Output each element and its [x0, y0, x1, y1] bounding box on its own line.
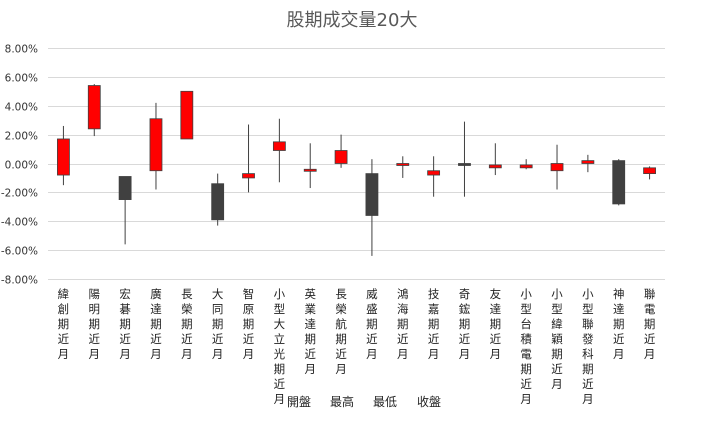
- candle-body-up: [57, 138, 70, 176]
- y-axis-ticks: -8.00% -6.00% -4.00% -2.00% 0.00% 2.00% 4.00% 6…: [1, 44, 38, 287]
- y-tick-label: -8.00%: [1, 275, 38, 287]
- x-tick-label: 長榮航期近月: [335, 287, 347, 376]
- candle: [519, 159, 533, 170]
- legend-entry: 收盤: [417, 395, 441, 409]
- candle-body-up: [550, 163, 564, 172]
- x-tick-label: 友達期近月: [490, 287, 502, 361]
- candle-body-down: [612, 160, 626, 205]
- y-tick-label: 0.00%: [5, 160, 38, 172]
- candle: [272, 118, 286, 183]
- x-tick-label: 大同期近月: [212, 287, 224, 361]
- candle: [334, 134, 348, 168]
- candle: [57, 125, 70, 186]
- candle: [488, 143, 502, 176]
- candle: [427, 156, 441, 197]
- x-tick-label: 小型大立光期近月: [274, 287, 286, 406]
- x-tick-label: 鴻海期近月: [397, 287, 409, 361]
- chart-title: 股期成交量20大: [287, 10, 418, 31]
- y-tick-label: 2.00%: [5, 131, 38, 143]
- candle: [612, 159, 626, 206]
- candle-body-down: [458, 163, 471, 166]
- x-axis-labels: 緯創期近月 陽明期近月 宏碁期近月 廣達期近月 長榮期近月 大同期近月 智原期近月 小型大立光…: [58, 287, 656, 406]
- candle: [458, 121, 471, 197]
- x-tick-label: 智原期近月: [243, 287, 255, 361]
- y-tick-label: -4.00%: [1, 217, 38, 229]
- x-tick-label: 奇鋐期近月: [459, 287, 471, 361]
- candle-body-up: [149, 118, 163, 172]
- x-tick-label: 小型聯發科期近月: [582, 287, 594, 406]
- candle-body-up: [581, 160, 595, 164]
- legend-entry: 最高: [330, 394, 354, 409]
- y-tick-label: -2.00%: [1, 188, 38, 200]
- candle: [87, 84, 101, 137]
- x-tick-label: 英業達期近月: [304, 287, 316, 376]
- candle: [365, 159, 379, 256]
- candle-body-up: [180, 90, 194, 140]
- legend: 開盤 最高 最低 收盤: [287, 394, 441, 409]
- candle: [396, 156, 410, 178]
- gridlines: [48, 48, 665, 280]
- legend-entry: 最低: [373, 395, 397, 409]
- candle: [581, 154, 595, 173]
- y-tick-label: -6.00%: [1, 246, 38, 258]
- candle-body-up: [396, 163, 410, 166]
- candle-body-up: [303, 168, 317, 172]
- y-tick-label: 4.00%: [5, 102, 38, 114]
- candle-body-up: [334, 150, 348, 164]
- candle: [211, 173, 225, 226]
- y-tick-label: 6.00%: [5, 73, 38, 85]
- candle: [303, 143, 317, 189]
- x-tick-label: 長榮期近月: [181, 287, 193, 361]
- candle: [643, 166, 656, 180]
- x-tick-label: 威盛期近月: [366, 287, 378, 361]
- candle-body-down: [365, 173, 379, 216]
- candle-body-up: [272, 141, 286, 151]
- candle-body-up: [643, 167, 656, 175]
- x-tick-label: 宏碁期近月: [119, 287, 131, 361]
- y-tick-label: 8.00%: [5, 44, 38, 56]
- x-tick-label: 緯創期近月: [58, 287, 70, 361]
- candle: [149, 102, 163, 190]
- x-tick-label: 技嘉期近月: [428, 287, 440, 361]
- x-tick-label: 小型台積電期近月: [520, 287, 532, 406]
- candle: [550, 144, 564, 190]
- candle: [180, 90, 194, 140]
- x-tick-label: 陽明期近月: [89, 287, 101, 361]
- legend-entry: 開盤: [287, 395, 311, 409]
- candle-body-down: [211, 183, 225, 221]
- candles: [57, 84, 656, 256]
- candle-body-down: [118, 176, 132, 200]
- candle-body-up: [519, 164, 533, 169]
- x-tick-label: 廣達期近月: [150, 287, 162, 361]
- candle-body-up: [87, 85, 101, 130]
- candle-body-up: [242, 173, 255, 179]
- candle-body-up: [488, 164, 502, 169]
- x-tick-label: 小型緯穎期近月: [551, 287, 563, 391]
- candle: [242, 124, 255, 193]
- x-tick-label: 神達期近月: [613, 287, 625, 361]
- candle-body-up: [427, 170, 441, 176]
- candle: [118, 176, 132, 245]
- x-tick-label: 聯電期近月: [644, 287, 656, 361]
